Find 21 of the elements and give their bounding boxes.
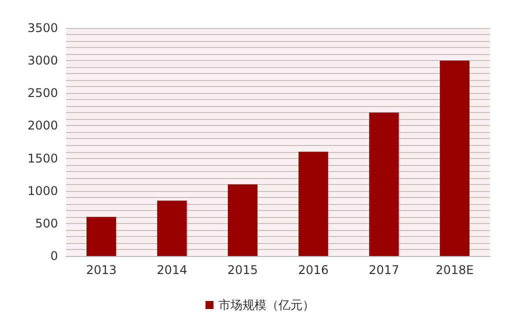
y-tick-label: 2000 bbox=[27, 118, 58, 133]
bar bbox=[369, 112, 399, 256]
bar bbox=[157, 200, 187, 256]
legend-label: 市场规模（亿元） bbox=[218, 298, 314, 312]
y-tick-label: 1000 bbox=[27, 184, 58, 198]
y-tick-label: 2500 bbox=[27, 86, 58, 100]
bar bbox=[228, 184, 258, 256]
y-tick-label: 3500 bbox=[27, 21, 58, 35]
y-tick-label: 500 bbox=[35, 216, 58, 230]
x-tick-label: 2015 bbox=[227, 263, 258, 277]
x-tick-label: 2016 bbox=[298, 263, 329, 277]
bar bbox=[86, 216, 116, 256]
x-tick-label: 2018E bbox=[436, 263, 474, 277]
bar bbox=[440, 60, 470, 256]
x-tick-label: 2017 bbox=[368, 263, 400, 277]
bar bbox=[298, 152, 328, 256]
y-tick-label: 0 bbox=[50, 249, 58, 263]
y-tick-label: 1500 bbox=[27, 151, 58, 166]
x-tick-label: 2013 bbox=[86, 263, 117, 277]
y-tick-label: 3000 bbox=[27, 54, 58, 68]
x-tick-label: 2014 bbox=[156, 263, 188, 277]
